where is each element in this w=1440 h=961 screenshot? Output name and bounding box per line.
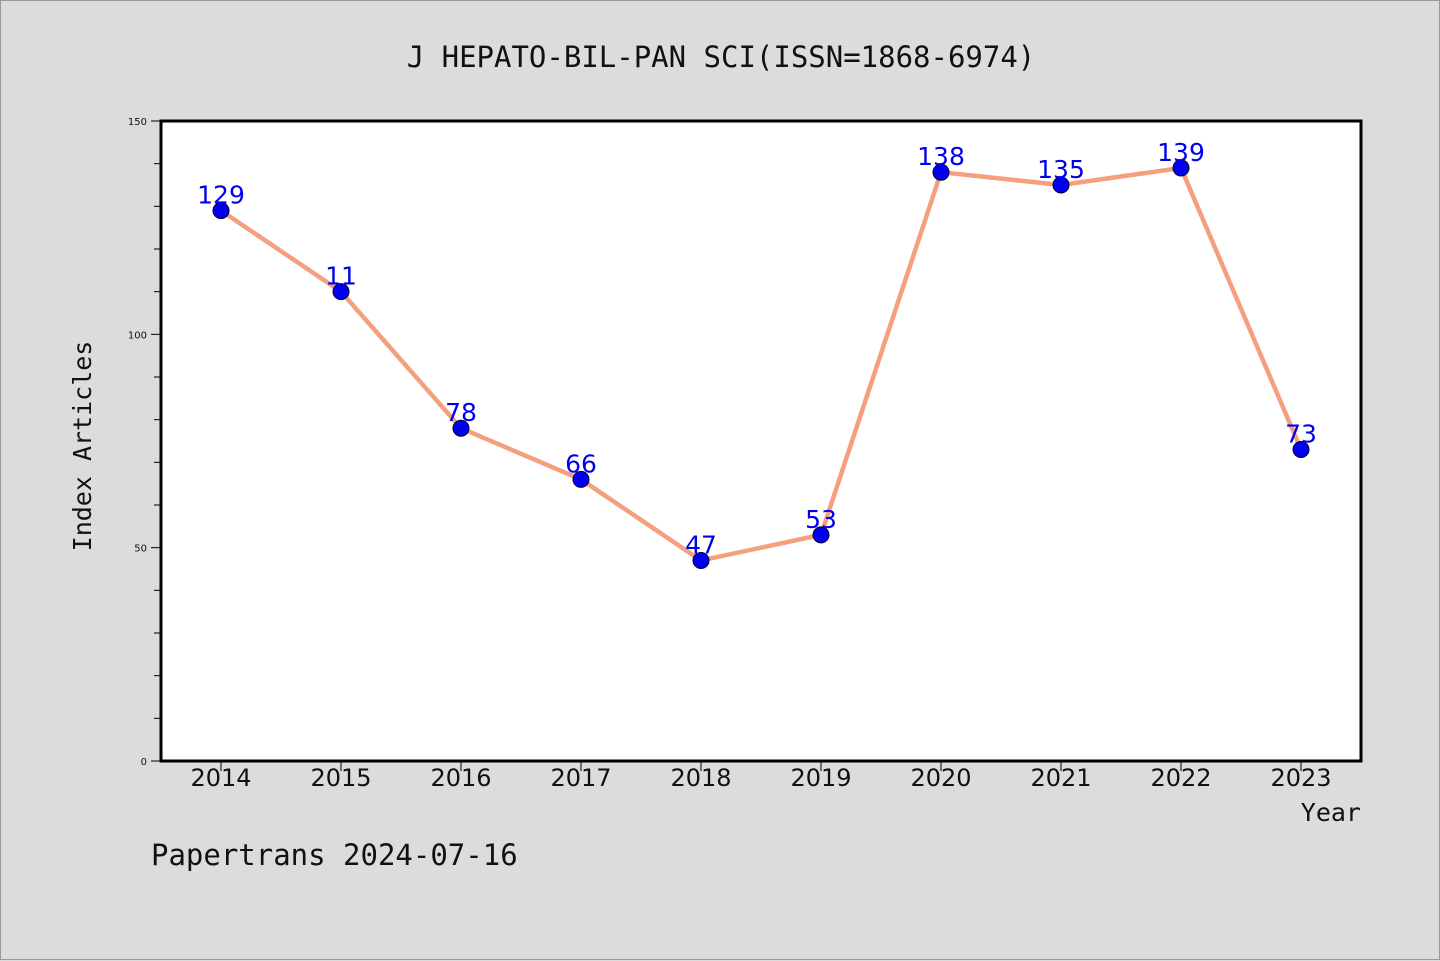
y-tick-label: 50	[134, 544, 147, 555]
data-label: 138	[917, 142, 965, 171]
data-label: 129	[197, 181, 245, 210]
data-point	[1172, 159, 1190, 177]
data-point	[452, 419, 470, 437]
data-label: 47	[685, 530, 717, 559]
data-point	[212, 202, 230, 220]
data-point	[1292, 441, 1310, 459]
x-tick-label: 2019	[790, 764, 851, 792]
data-markers	[212, 159, 1310, 569]
x-tick-label: 2015	[310, 764, 371, 792]
y-tick-label: 100	[128, 330, 147, 341]
plot-area	[159, 119, 1363, 763]
x-tick-label: 2022	[1150, 764, 1211, 792]
x-tick-label: 2018	[670, 764, 731, 792]
x-axis-ticks: 2014 2015 2016 2017 2018 2019 2020 2021 2022 2023	[190, 761, 1332, 792]
data-point	[572, 470, 590, 488]
x-tick-label: 2017	[550, 764, 611, 792]
data-label: 139	[1157, 138, 1205, 167]
data-point	[932, 163, 950, 181]
data-label: 135	[1037, 155, 1085, 184]
data-point	[332, 283, 350, 301]
y-tick-label: 0	[141, 757, 147, 768]
data-point	[1052, 176, 1070, 194]
data-label: 53	[805, 505, 837, 534]
x-tick-label: 2016	[430, 764, 491, 792]
y-axis-ticks: 0 50 100 150	[128, 117, 161, 768]
footer-text: Papertrans 2024-07-16	[151, 838, 518, 872]
y-axis-title: Index Articles	[68, 341, 97, 552]
series-line	[218, 165, 1304, 563]
data-label: 66	[565, 449, 597, 478]
data-label: 11	[325, 262, 357, 291]
x-axis-title: Year	[1301, 798, 1361, 827]
x-tick-label: 2020	[910, 764, 971, 792]
y-tick-label: 150	[128, 117, 147, 128]
data-label: 78	[445, 398, 477, 427]
x-tick-label: 2021	[1030, 764, 1091, 792]
x-tick-label: 2014	[190, 764, 251, 792]
data-label: 73	[1285, 420, 1317, 449]
chart-title: J HEPATO-BIL-PAN SCI(ISSN=1868-6974)	[407, 40, 1036, 74]
data-point	[812, 526, 830, 544]
data-labels: 129 11 78 66 47 53 138 135 139 73	[197, 138, 1317, 560]
x-tick-label: 2023	[1270, 764, 1331, 792]
data-point	[692, 551, 710, 569]
